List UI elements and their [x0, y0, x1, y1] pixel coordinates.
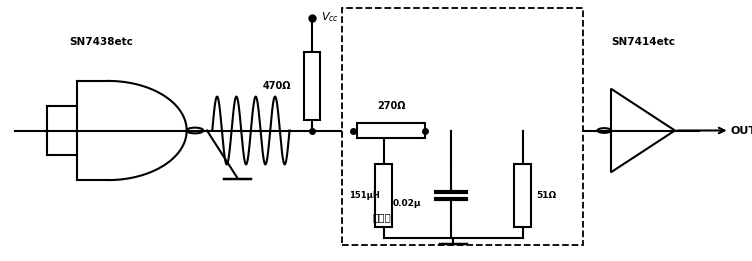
Text: 151μH: 151μH — [349, 191, 380, 200]
Text: SN7438etc: SN7438etc — [70, 37, 133, 47]
Text: 51Ω: 51Ω — [536, 191, 556, 200]
Bar — [304, 52, 320, 120]
Text: 470Ω: 470Ω — [262, 81, 291, 91]
Text: 0.02μ: 0.02μ — [393, 199, 421, 208]
Bar — [357, 123, 425, 138]
Bar — [342, 8, 583, 245]
Text: 滤波器: 滤波器 — [372, 212, 391, 222]
Text: 270Ω: 270Ω — [377, 101, 405, 111]
Bar — [514, 164, 531, 227]
Text: OUT: OUT — [731, 126, 752, 135]
Text: $V_{cc}$: $V_{cc}$ — [321, 10, 339, 24]
Bar — [375, 164, 392, 227]
Text: SN7414etc: SN7414etc — [611, 37, 675, 47]
